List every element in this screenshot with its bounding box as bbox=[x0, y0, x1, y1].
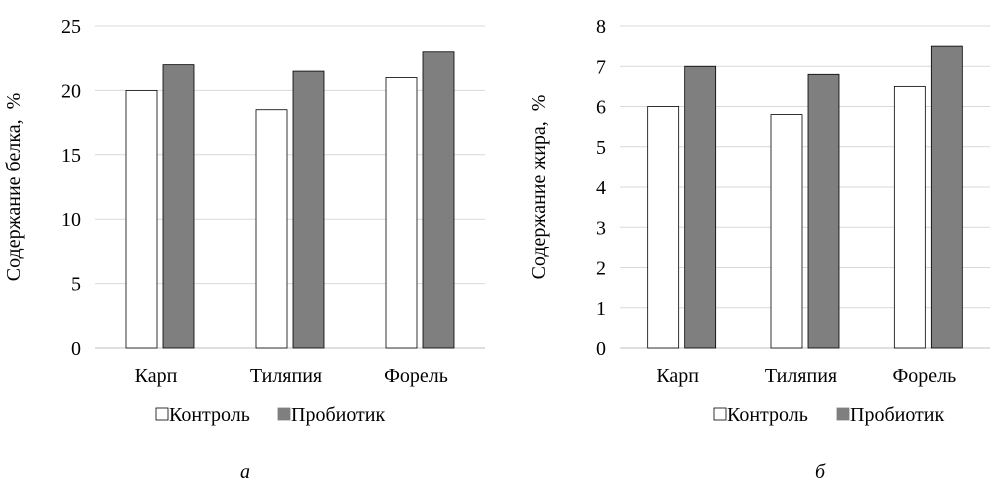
chart-a: 0 5 10 15 20 25 Содержание белка, % Карп Тиляпия… bbox=[3, 16, 485, 483]
y-tick-label: 0 bbox=[596, 338, 606, 360]
y-axis-label: Содержание белка, % bbox=[3, 93, 25, 282]
y-tick-label: 1 bbox=[596, 298, 606, 320]
panel-label: б bbox=[815, 461, 826, 483]
x-tick-label: Карп bbox=[656, 365, 699, 387]
bar-control bbox=[770, 114, 803, 349]
y-tick-label: 25 bbox=[61, 16, 81, 38]
bar-probiotic bbox=[292, 70, 325, 349]
x-tick-label: Форель bbox=[892, 365, 956, 387]
legend-swatch bbox=[155, 407, 169, 421]
y-tick-label: 20 bbox=[61, 80, 81, 102]
bar-control bbox=[647, 106, 680, 349]
panel-label: а bbox=[240, 461, 250, 483]
legend-label: Контроль bbox=[727, 404, 808, 426]
bar-control bbox=[125, 90, 158, 349]
y-tick-label: 3 bbox=[596, 217, 606, 239]
y-tick-label: 6 bbox=[596, 97, 606, 119]
y-tick-label: 7 bbox=[596, 56, 606, 78]
y-tick-label: 5 bbox=[71, 274, 81, 296]
legend-swatch bbox=[277, 407, 291, 421]
x-tick-label: Карп bbox=[135, 365, 178, 387]
bar-probiotic bbox=[684, 65, 717, 349]
bar-probiotic bbox=[930, 45, 963, 349]
y-tick-label: 10 bbox=[61, 209, 81, 231]
y-axis-label: Содержание жира, % bbox=[528, 95, 550, 280]
x-tick-label: Тиляпия bbox=[250, 365, 322, 387]
legend-swatch bbox=[713, 407, 727, 421]
bar-control bbox=[255, 109, 288, 349]
chart-b: 0 1 2 3 4 5 6 7 8 Содержание жира, % Карп Тиляпия Фо… bbox=[528, 16, 990, 483]
bar-probiotic bbox=[162, 64, 195, 349]
x-tick-label: Тиляпия bbox=[765, 365, 837, 387]
legend-label: Контроль bbox=[169, 404, 250, 426]
bar-probiotic bbox=[422, 51, 455, 349]
bar-probiotic bbox=[807, 73, 840, 349]
y-tick-label: 2 bbox=[596, 258, 606, 280]
legend-label: Пробиотик bbox=[291, 404, 386, 426]
legend-label: Пробиотик bbox=[850, 404, 945, 426]
y-tick-label: 5 bbox=[596, 137, 606, 159]
y-tick-label: 4 bbox=[596, 177, 606, 199]
legend-swatch bbox=[836, 407, 850, 421]
y-tick-label: 15 bbox=[61, 145, 81, 167]
y-tick-label: 0 bbox=[71, 338, 81, 360]
bar-control bbox=[385, 77, 418, 349]
y-tick-label: 8 bbox=[596, 16, 606, 38]
bar-control bbox=[893, 85, 926, 349]
x-tick-label: Форель bbox=[384, 365, 448, 387]
